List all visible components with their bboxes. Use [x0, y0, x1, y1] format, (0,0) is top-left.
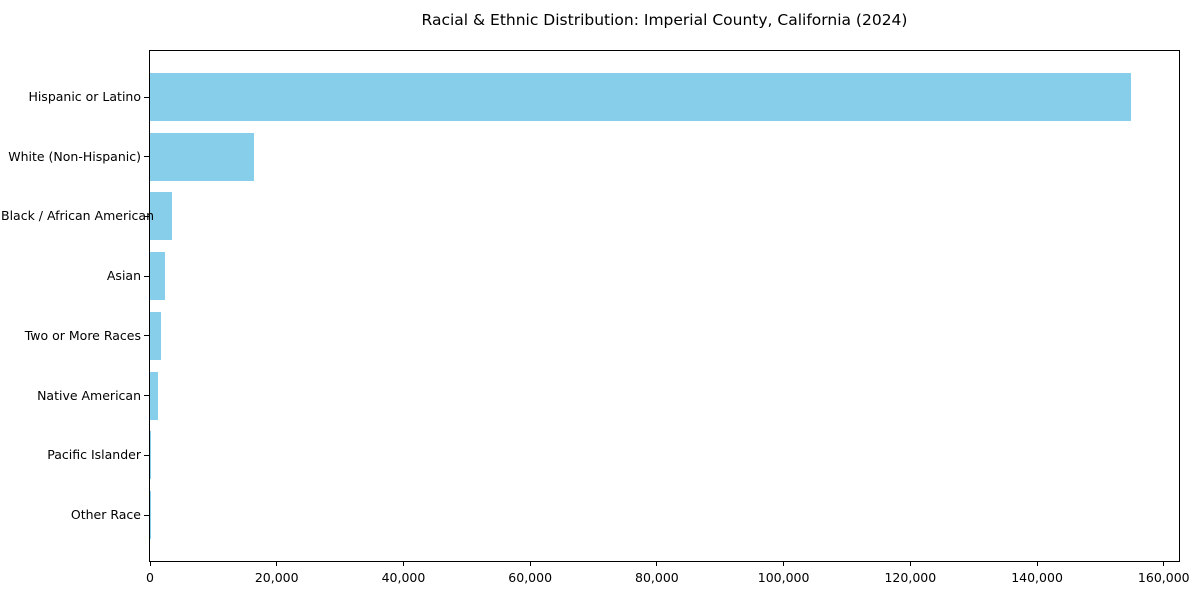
- y-tick-mark: [144, 275, 150, 277]
- x-tick-label: 160,000: [1137, 570, 1190, 585]
- x-tick-label: 80,000: [635, 570, 679, 585]
- x-tick-mark: [656, 561, 658, 566]
- y-tick-mark: [144, 215, 150, 217]
- x-tick-mark: [276, 561, 278, 566]
- plot-area: Hispanic or Latino White (Non-Hispanic) Bl…: [1, 50, 1190, 585]
- x-tick-mark: [529, 561, 531, 566]
- chart-title: Racial & Ethnic Distribution: Imperial C…: [421, 11, 908, 29]
- x-tick-label: 100,000: [757, 570, 810, 585]
- x-tick-mark: [1163, 561, 1165, 566]
- y-tick-label: Native American: [37, 387, 141, 403]
- x-tick-mark: [909, 561, 911, 566]
- x-tick-label: 140,000: [1011, 570, 1063, 585]
- bar: [150, 192, 173, 241]
- x-tick-mark: [402, 561, 404, 566]
- x-tick-label: 60,000: [508, 570, 553, 585]
- y-tick-label: Two or More Races: [24, 327, 141, 343]
- y-tick-label: Asian: [106, 268, 141, 284]
- bar: [150, 252, 166, 301]
- y-tick-mark: [144, 96, 150, 98]
- y-tick-label: Hispanic or Latino: [28, 89, 141, 104]
- bar: [150, 371, 159, 420]
- x-tick-label: 120,000: [884, 570, 937, 585]
- bar: [150, 73, 1131, 121]
- x-tick-mark: [149, 561, 151, 566]
- y-tick-mark: [144, 454, 150, 456]
- x-tick-label: 0: [146, 570, 154, 585]
- bar: [150, 311, 161, 360]
- y-tick-label: White (Non-Hispanic): [8, 148, 141, 164]
- y-tick-mark: [144, 156, 150, 158]
- x-tick-mark: [1036, 561, 1038, 566]
- bar: [150, 431, 152, 480]
- x-tick-label: 20,000: [254, 570, 299, 585]
- y-tick-mark: [144, 395, 150, 397]
- y-tick-label: Pacific Islander: [47, 447, 141, 463]
- y-tick-label: Black / African American: [1, 208, 155, 224]
- x-tick-mark: [783, 561, 785, 566]
- y-tick-mark: [144, 335, 150, 337]
- bar: [150, 132, 254, 181]
- x-tick-label: 40,000: [381, 570, 426, 585]
- y-tick-mark: [144, 514, 150, 516]
- y-tick-label: Other Race: [70, 507, 141, 522]
